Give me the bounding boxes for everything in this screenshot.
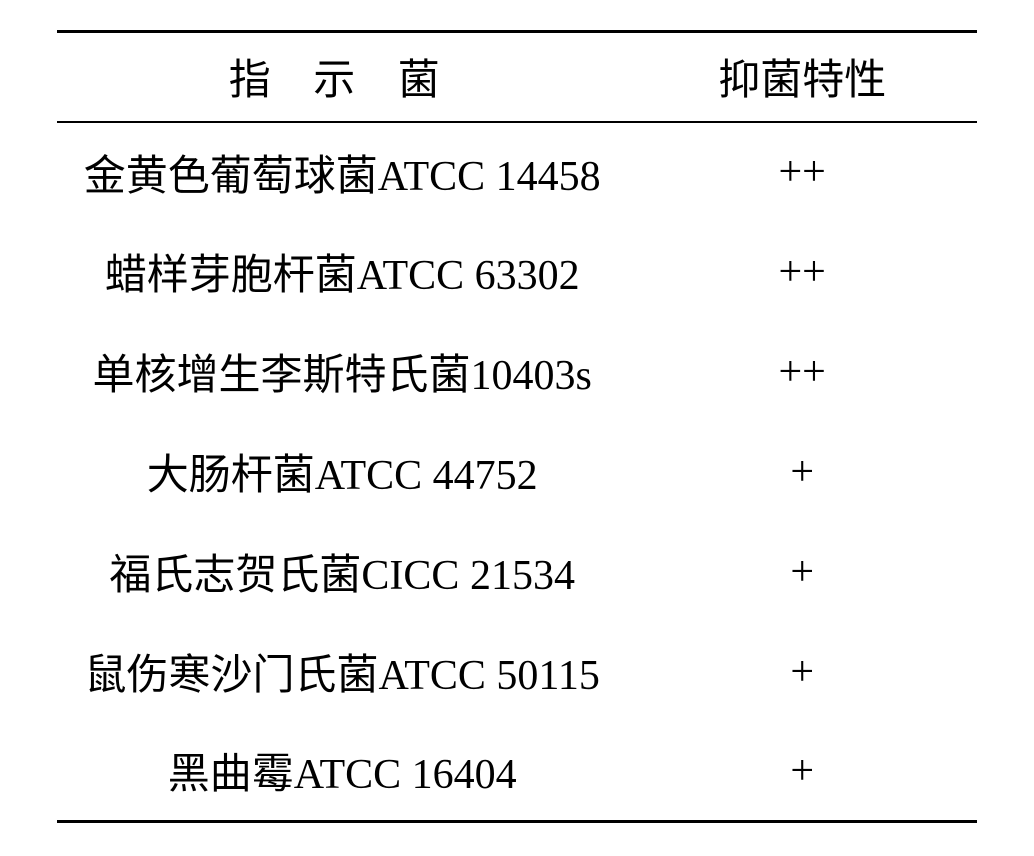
table-body: 金黄色葡萄球菌ATCC 14458 ++ 蜡样芽胞杆菌ATCC 63302 ++…	[57, 122, 977, 822]
cell-indicator: 单核增生李斯特氏菌10403s	[57, 322, 627, 422]
cell-indicator: 黑曲霉ATCC 16404	[57, 722, 627, 822]
antibacterial-table-container: 指 示 菌 抑菌特性 金黄色葡萄球菌ATCC 14458 ++ 蜡样芽胞杆菌AT…	[57, 30, 977, 823]
cell-indicator: 福氏志贺氏菌CICC 21534	[57, 522, 627, 622]
table-row: 福氏志贺氏菌CICC 21534 +	[57, 522, 977, 622]
table-row: 蜡样芽胞杆菌ATCC 63302 ++	[57, 222, 977, 322]
table-row: 单核增生李斯特氏菌10403s ++	[57, 322, 977, 422]
cell-property: ++	[627, 322, 977, 422]
table-row: 金黄色葡萄球菌ATCC 14458 ++	[57, 122, 977, 222]
cell-indicator: 大肠杆菌ATCC 44752	[57, 422, 627, 522]
table-row: 鼠伤寒沙门氏菌ATCC 50115 +	[57, 622, 977, 722]
header-indicator: 指 示 菌	[57, 32, 627, 122]
cell-indicator: 蜡样芽胞杆菌ATCC 63302	[57, 222, 627, 322]
antibacterial-table: 指 示 菌 抑菌特性 金黄色葡萄球菌ATCC 14458 ++ 蜡样芽胞杆菌AT…	[57, 30, 977, 823]
cell-indicator: 鼠伤寒沙门氏菌ATCC 50115	[57, 622, 627, 722]
table-header: 指 示 菌 抑菌特性	[57, 32, 977, 122]
cell-property: +	[627, 422, 977, 522]
cell-property: +	[627, 722, 977, 822]
header-property: 抑菌特性	[627, 32, 977, 122]
cell-property: ++	[627, 222, 977, 322]
cell-property: +	[627, 522, 977, 622]
cell-indicator: 金黄色葡萄球菌ATCC 14458	[57, 122, 627, 222]
table-row: 黑曲霉ATCC 16404 +	[57, 722, 977, 822]
cell-property: ++	[627, 122, 977, 222]
table-row: 大肠杆菌ATCC 44752 +	[57, 422, 977, 522]
header-row: 指 示 菌 抑菌特性	[57, 32, 977, 122]
cell-property: +	[627, 622, 977, 722]
